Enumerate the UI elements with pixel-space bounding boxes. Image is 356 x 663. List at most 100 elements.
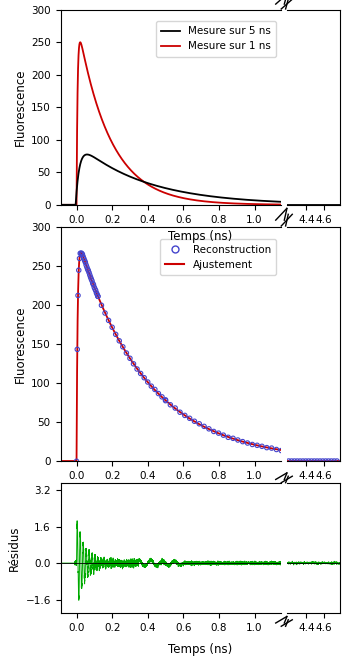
Point [292,455,297,466]
Point [182,410,188,421]
Point [273,444,279,455]
Point [317,455,323,466]
Point [116,335,122,346]
Point [240,436,246,447]
Point [148,381,154,391]
Point [113,329,119,339]
Point [168,400,173,410]
Point [294,455,300,466]
Point [106,315,111,326]
Point [81,253,87,264]
Point [120,341,126,352]
Point [89,276,95,286]
Point [289,455,294,466]
Point [152,384,158,394]
Point [91,280,96,290]
Point [93,285,99,296]
Point [264,442,269,453]
Point [86,267,92,278]
Point [95,291,101,302]
Text: Temps (ns): Temps (ns) [168,643,232,656]
Point [74,456,79,467]
Point [75,290,81,301]
Point [84,262,90,272]
Point [172,402,178,413]
Point [134,364,140,375]
Point [99,300,104,310]
Point [334,455,340,466]
Point [102,308,108,318]
Point [216,428,221,438]
Point [131,359,136,369]
Point [87,270,93,280]
Point [159,392,165,402]
Point [300,455,306,466]
Point [90,278,96,288]
Point [303,455,309,466]
Point [197,418,202,429]
Point [225,432,231,443]
Point [314,455,320,466]
Point [309,455,314,466]
Point [82,255,88,266]
Point [88,272,93,282]
Point [278,446,284,456]
Point [220,430,226,440]
Point [83,257,88,268]
Y-axis label: Fluorescence: Fluorescence [14,306,27,383]
Point [88,274,94,284]
Point [77,253,82,264]
Point [230,433,236,444]
Point [109,322,115,333]
Point [80,251,86,262]
Point [192,416,197,426]
Point [306,455,312,466]
Point [141,373,147,383]
Point [177,407,183,418]
Point [312,455,317,466]
Point [323,455,329,466]
Point [235,435,241,446]
Point [80,249,85,260]
Point [286,455,292,466]
Point [85,264,90,274]
Point [94,289,100,300]
Point [259,441,265,452]
Point [78,248,84,259]
Point [331,455,337,466]
Point [250,439,255,450]
Point [187,413,193,424]
Point [138,368,143,379]
Point [245,438,250,448]
Point [297,455,303,466]
Point [320,455,326,466]
Point [76,265,82,276]
Point [329,455,334,466]
Point [326,455,331,466]
Point [79,248,84,259]
Point [127,353,133,363]
Point [91,282,97,292]
Y-axis label: Fluorescence: Fluorescence [14,69,27,146]
Point [74,344,80,355]
Point [211,426,216,437]
Point [85,265,91,276]
Text: Temps (ns): Temps (ns) [168,230,232,243]
Point [163,395,168,406]
Point [92,284,98,294]
Point [201,421,207,432]
Legend: Mesure sur 5 ns, Mesure sur 1 ns: Mesure sur 5 ns, Mesure sur 1 ns [156,21,276,56]
Point [95,291,101,302]
Point [156,389,161,399]
Point [83,260,89,271]
Point [269,443,274,453]
Point [124,347,129,358]
Point [254,440,260,451]
Point [77,248,83,259]
Point [206,424,212,434]
Point [94,288,99,298]
Point [145,377,151,387]
Legend: Reconstruction, Ajustement: Reconstruction, Ajustement [160,239,276,275]
Y-axis label: Résidus: Résidus [8,526,21,571]
Point [163,394,168,405]
